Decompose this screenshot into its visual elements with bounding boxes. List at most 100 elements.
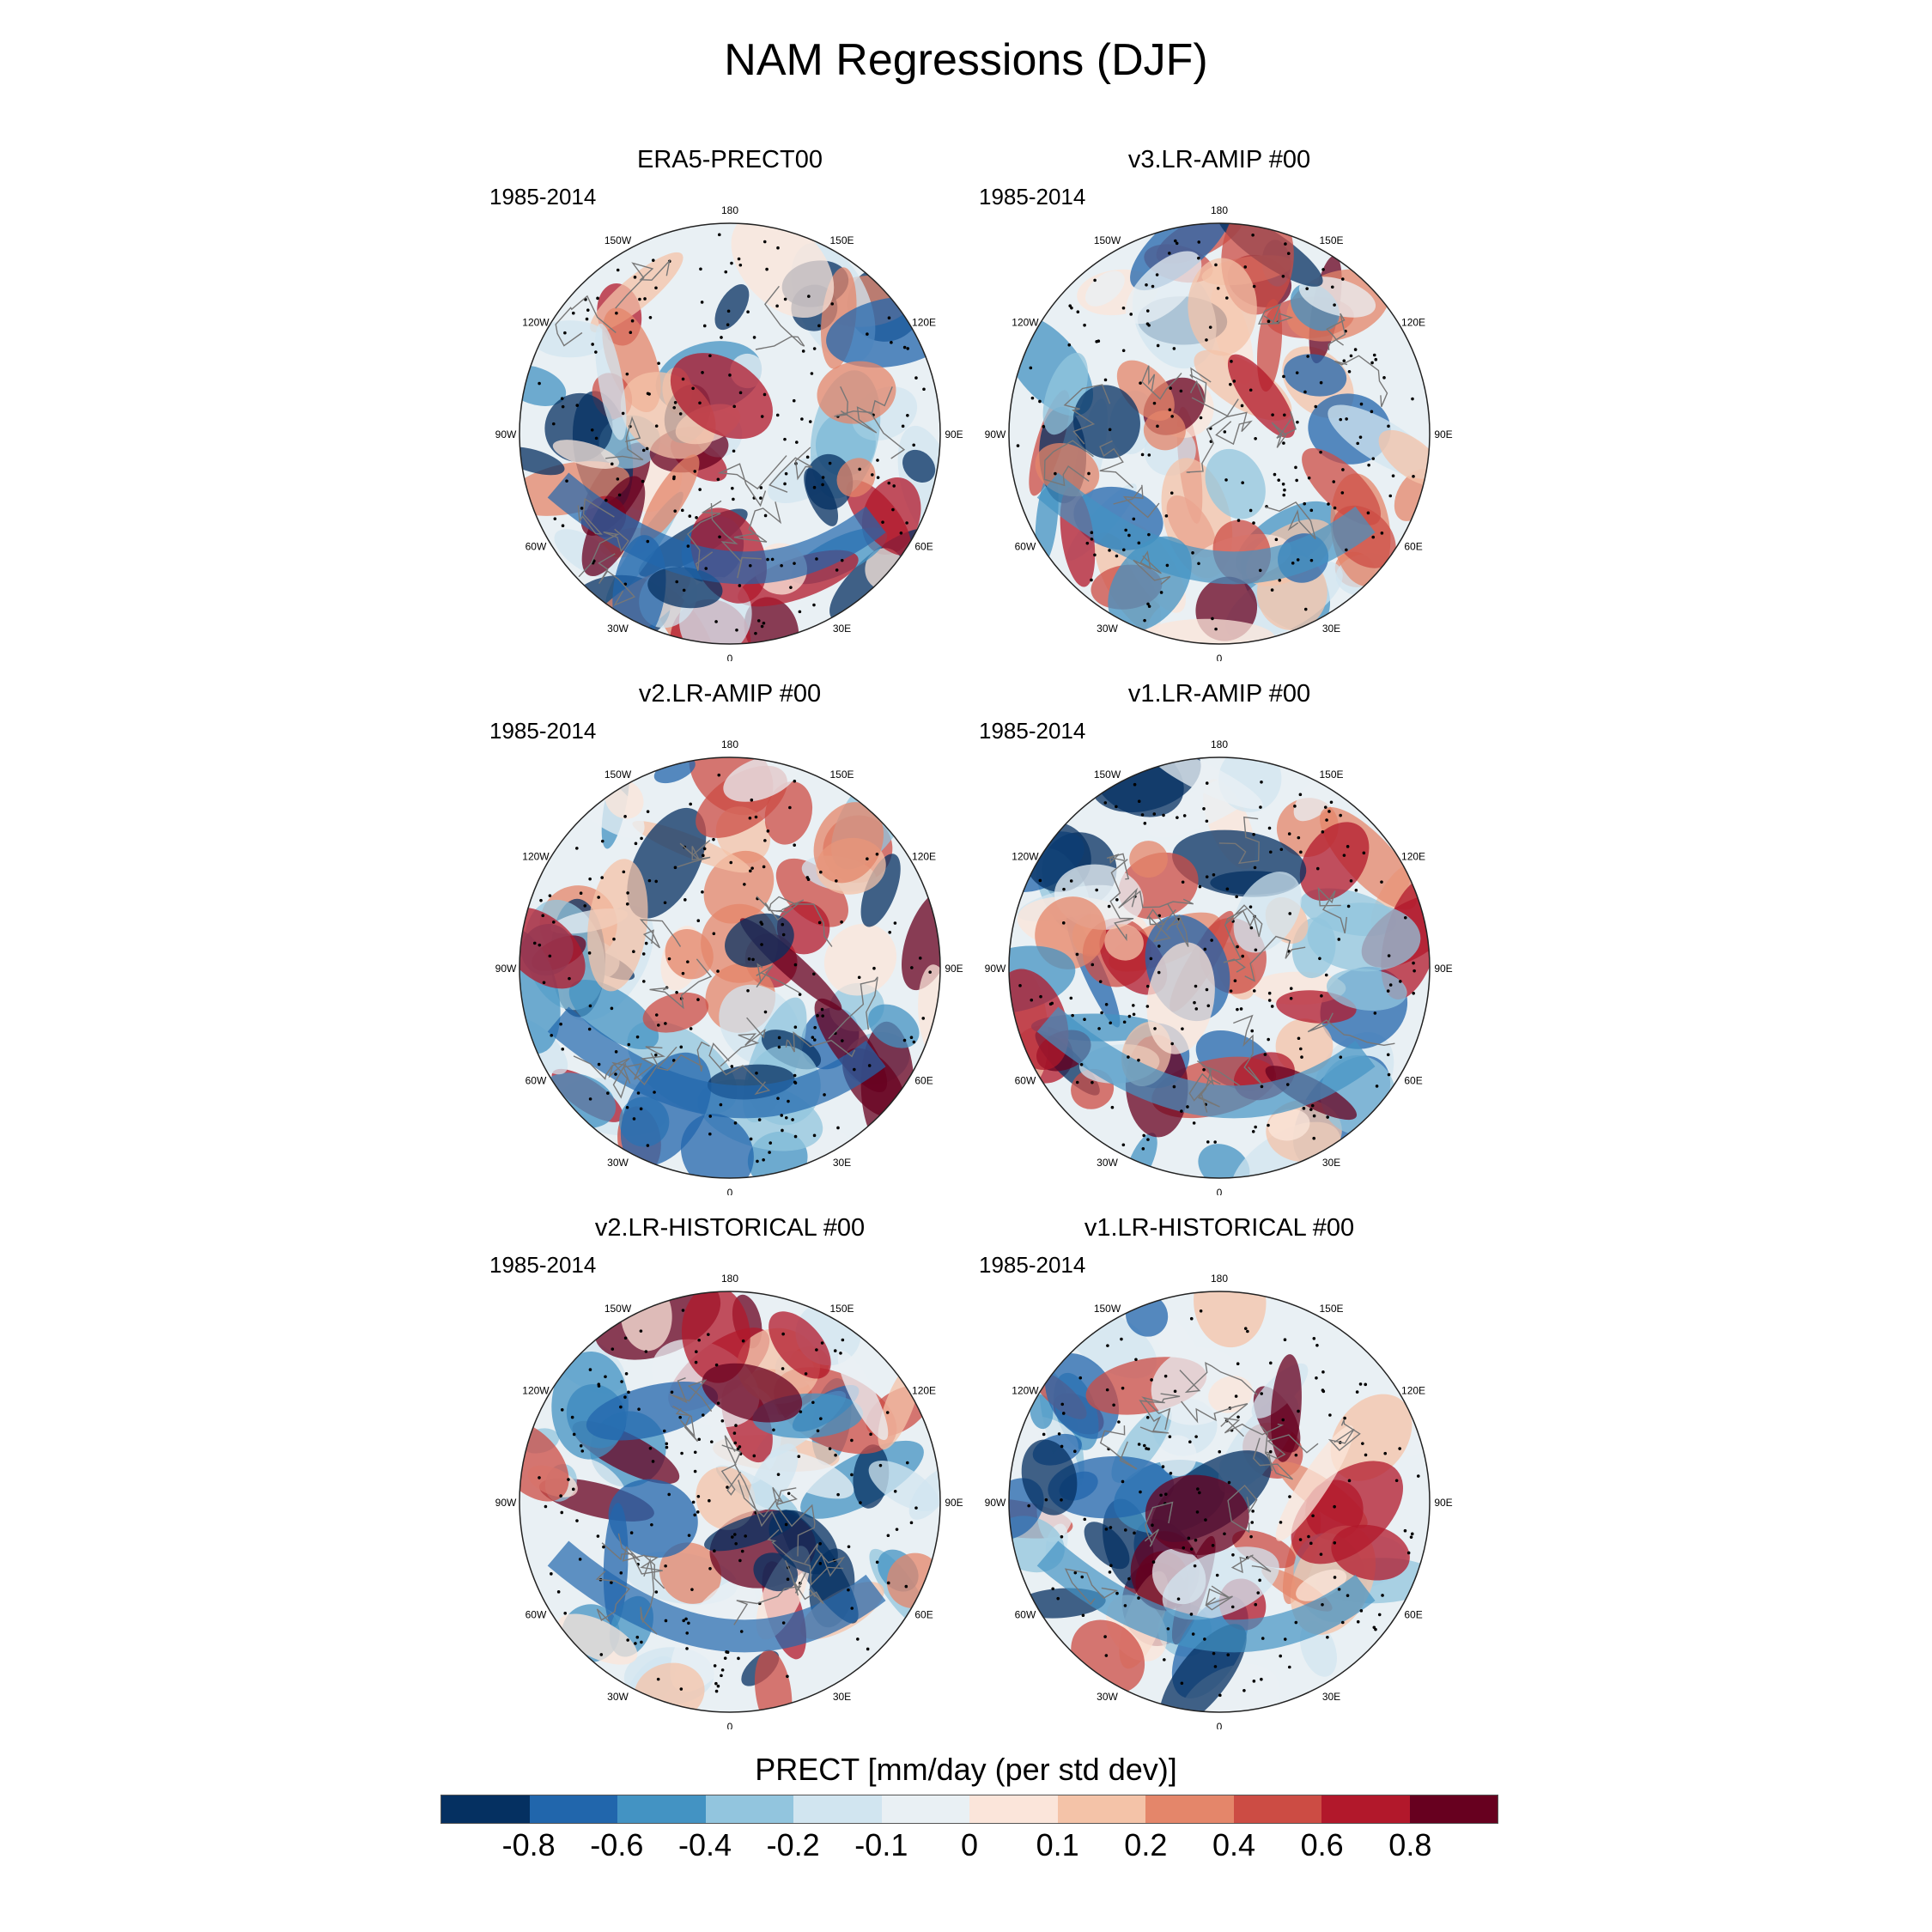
colorbar-box (617, 1795, 706, 1823)
panel-title: v3.LR-AMIP #00 (1127, 146, 1311, 173)
polar-map: 180 150E 120E 90E 60E 30E 0 30W 60W 90W 120W 150W (495, 204, 963, 661)
longitude-label: 30E (833, 1691, 851, 1703)
colorbar-box (1409, 1795, 1498, 1823)
longitude-label: 150E (1319, 1303, 1343, 1315)
longitude-label: 120E (1401, 1385, 1425, 1397)
polar-map: 180 150E 120E 90E 60E 30E 0 30W 60W 90W 120W 150W (985, 738, 1453, 1195)
precip-field (1009, 223, 1430, 644)
colorbar-box (1057, 1795, 1145, 1823)
colorbar-tick-label: 0.8 (1388, 1827, 1432, 1862)
panel-years: 1985-2014 (489, 718, 597, 744)
colorbar-tick-label: 0.6 (1300, 1827, 1344, 1862)
colorbar-tick-label: -0.8 (501, 1827, 556, 1862)
longitude-label: 90E (1434, 1497, 1452, 1509)
colorbar-tick-label: 0.4 (1212, 1827, 1256, 1862)
longitude-label: 90E (945, 1497, 963, 1509)
longitude-label: 30E (1322, 623, 1340, 635)
longitude-label: 120E (1401, 851, 1425, 863)
map-boundary (1008, 222, 1431, 645)
polar-map: 180 150E 120E 90E 60E 30E 0 30W 60W 90W 120W 150W (985, 204, 1453, 661)
longitude-label: 60E (914, 1075, 933, 1087)
colorbar-box (705, 1795, 793, 1823)
colorbar-box (529, 1795, 617, 1823)
colorbar-tick-label: -0.1 (854, 1827, 908, 1862)
colorbar-box (441, 1795, 530, 1823)
longitude-label: 90W (985, 963, 1006, 975)
longitude-label: 150W (605, 234, 632, 246)
map-panel: v2.LR-HISTORICAL #00 1985-2014 180 150E 12… (464, 1214, 996, 1729)
longitude-label: 60E (1404, 1609, 1422, 1621)
longitude-label: 150W (605, 1303, 632, 1315)
panel-years: 1985-2014 (489, 1252, 597, 1278)
precip-field (1009, 1291, 1430, 1712)
longitude-label: 150E (1319, 234, 1343, 246)
longitude-label: 150E (829, 769, 854, 781)
longitude-label: 150W (605, 769, 632, 781)
panel-years: 1985-2014 (979, 184, 1086, 210)
colorbar-tick-label: 0 (960, 1827, 979, 1862)
longitude-label: 0 (727, 1187, 733, 1195)
colorbar-tick-label: 0.1 (1036, 1827, 1079, 1862)
longitude-label: 180 (1211, 738, 1228, 750)
longitude-label: 150E (829, 234, 854, 246)
longitude-label: 180 (721, 738, 738, 750)
longitude-label: 30W (607, 623, 629, 635)
longitude-label: 180 (721, 204, 738, 216)
map-boundary (1008, 1291, 1431, 1713)
longitude-label: 180 (1211, 204, 1228, 216)
longitude-label: 150W (1094, 1303, 1121, 1315)
panel-title: ERA5-PRECT00 (637, 146, 823, 173)
longitude-label: 120W (522, 851, 550, 863)
longitude-label: 60E (1404, 1075, 1422, 1087)
map-boundary (519, 1291, 941, 1713)
longitude-label: 30W (607, 1157, 629, 1169)
colorbar-tick-label: -0.6 (590, 1827, 644, 1862)
map-panel: ERA5-PRECT00 1985-2014 180 150E 120E 90E 60E… (464, 146, 996, 661)
colorbar-box (1321, 1795, 1410, 1823)
longitude-label: 30W (1097, 1691, 1118, 1703)
longitude-label: 90E (1434, 963, 1452, 975)
longitude-label: 30E (1322, 1691, 1340, 1703)
longitude-label: 60E (1404, 541, 1422, 553)
longitude-label: 120E (912, 851, 936, 863)
map-panel: v1.LR-HISTORICAL #00 1985-2014 180 150E 12… (953, 1214, 1485, 1729)
longitude-label: 60W (1015, 1075, 1036, 1087)
panel-title: v1.LR-AMIP #00 (1127, 680, 1311, 708)
longitude-label: 30E (833, 1157, 851, 1169)
longitude-label: 0 (727, 653, 733, 661)
colorbar-tick-label: -0.4 (677, 1827, 732, 1862)
longitude-label: 90W (495, 1497, 517, 1509)
longitude-label: 120W (522, 317, 550, 329)
precip-field (1009, 757, 1430, 1178)
polar-map: 180 150E 120E 90E 60E 30E 0 30W 60W 90W 120W 150W (495, 1273, 963, 1729)
longitude-label: 90W (985, 428, 1006, 440)
colorbar-box (969, 1795, 1058, 1823)
longitude-label: 30W (1097, 1157, 1118, 1169)
longitude-label: 60W (526, 1609, 547, 1621)
longitude-label: 90W (985, 1497, 1006, 1509)
map-boundary (519, 756, 941, 1179)
polar-map: 180 150E 120E 90E 60E 30E 0 30W 60W 90W 120W 150W (985, 1273, 1453, 1729)
longitude-label: 120E (1401, 317, 1425, 329)
longitude-label: 30E (1322, 1157, 1340, 1169)
longitude-label: 60E (914, 541, 933, 553)
longitude-label: 90E (945, 963, 963, 975)
longitude-label: 90W (495, 428, 517, 440)
longitude-label: 60W (1015, 1609, 1036, 1621)
longitude-label: 120W (1012, 317, 1039, 329)
longitude-label: 30W (1097, 623, 1118, 635)
longitude-label: 30W (607, 1691, 629, 1703)
longitude-label: 60W (526, 541, 547, 553)
colorbar-box (881, 1795, 969, 1823)
colorbar (440, 1795, 1498, 1824)
longitude-label: 90E (1434, 428, 1452, 440)
precip-field (519, 223, 940, 644)
precip-field (519, 1291, 940, 1712)
longitude-label: 60E (914, 1609, 933, 1621)
colorbar-tick-label: 0.2 (1124, 1827, 1168, 1862)
longitude-label: 60W (1015, 541, 1036, 553)
longitude-label: 120W (1012, 851, 1039, 863)
longitude-label: 60W (526, 1075, 547, 1087)
longitude-label: 90W (495, 963, 517, 975)
longitude-label: 150W (1094, 234, 1121, 246)
